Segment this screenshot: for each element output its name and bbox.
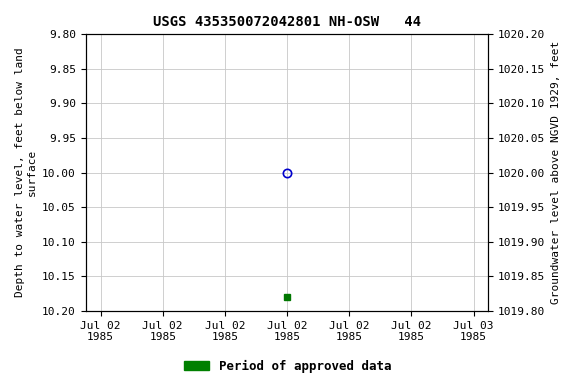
Y-axis label: Groundwater level above NGVD 1929, feet: Groundwater level above NGVD 1929, feet <box>551 41 561 304</box>
Y-axis label: Depth to water level, feet below land
surface: Depth to water level, feet below land su… <box>15 48 37 298</box>
Title: USGS 435350072042801 NH-OSW   44: USGS 435350072042801 NH-OSW 44 <box>153 15 421 29</box>
Legend: Period of approved data: Period of approved data <box>179 355 397 378</box>
